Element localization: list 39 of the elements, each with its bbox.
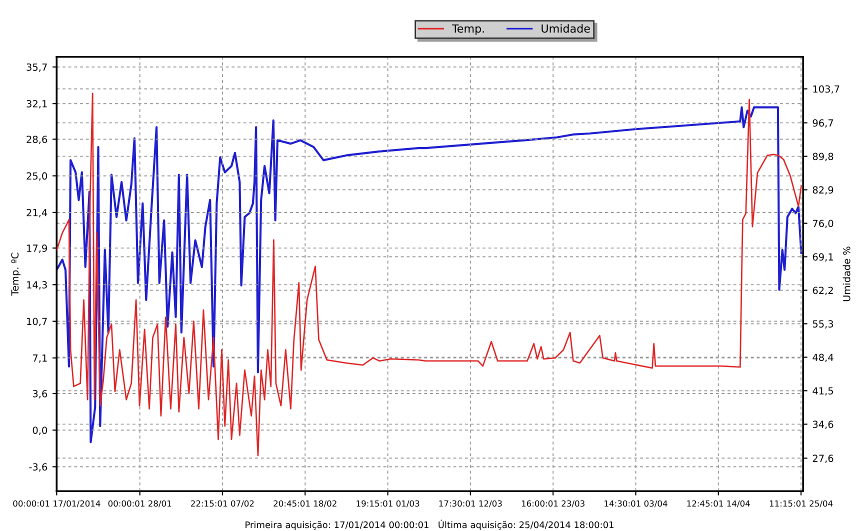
y2-tick-label: 103,7: [813, 85, 840, 94]
y2-tick-label: 69,1: [812, 253, 833, 262]
y2-tick-label: 55,3: [812, 320, 834, 329]
y2-tick-label: 76,0: [812, 220, 834, 228]
y-tick-label: 21,4: [26, 208, 48, 218]
y-tick-label: 0,0: [32, 426, 48, 435]
x-tick-label: 17:30:01 12/03: [439, 500, 502, 508]
x-tick-label: 00:00:01 17/01/2014: [13, 500, 100, 508]
y-tick-label: 35,7: [26, 63, 47, 72]
legend-label: Temp.: [452, 24, 484, 35]
y2-axis-title: Umidade %: [842, 246, 850, 302]
x-tick-label: 22:15:01 07/02: [191, 500, 254, 508]
y2-tick-label: 41,5: [812, 387, 833, 396]
y2-tick-label: 48,4: [812, 354, 834, 362]
x-tick-label: 11:15:01 25/04: [770, 500, 833, 508]
y-tick-label: 28,6: [26, 136, 48, 144]
y2-tick-label: 27,6: [812, 454, 834, 463]
legend-label: Umidade: [542, 24, 590, 33]
y2-tick-label: 96,7: [812, 119, 834, 128]
x-tick-label: 14:30:01 03/04: [604, 500, 668, 508]
y-axis-title: Temp. ºC: [11, 252, 20, 296]
y2-tick-label: 34,6: [812, 420, 834, 430]
y-tick-label: -3,6: [29, 463, 48, 472]
x-tick-label: 16:00:01 23/03: [522, 500, 584, 508]
y-tick-label: 25,0: [26, 172, 48, 181]
x-tick-label: 19:15:01 01/03: [356, 500, 420, 508]
text: Primeira aquisição: 17/01/2014 00:00:01 Última aquisição: 25/04/2014 18:00:01: [246, 520, 614, 530]
y-tick-label: 14,3: [27, 281, 47, 290]
y2-tick-label: 62,2: [812, 286, 833, 296]
x-tick-label: 00:00:01 28/01: [108, 500, 172, 508]
y-tick-label: 17,9: [27, 244, 47, 253]
x-tick-label: 20:45:01 18/02: [274, 500, 336, 508]
y-tick-label: 7,1: [33, 354, 47, 363]
y2-tick-label: 82,9: [812, 186, 834, 195]
y2-tick-label: 89,8: [812, 152, 834, 162]
x-tick-label: 12:45:01 14/04: [687, 500, 750, 508]
y-tick-label: 32,1: [26, 100, 47, 108]
y-tick-label: 10,7: [27, 318, 47, 326]
y-tick-label: 3,6: [32, 390, 48, 398]
